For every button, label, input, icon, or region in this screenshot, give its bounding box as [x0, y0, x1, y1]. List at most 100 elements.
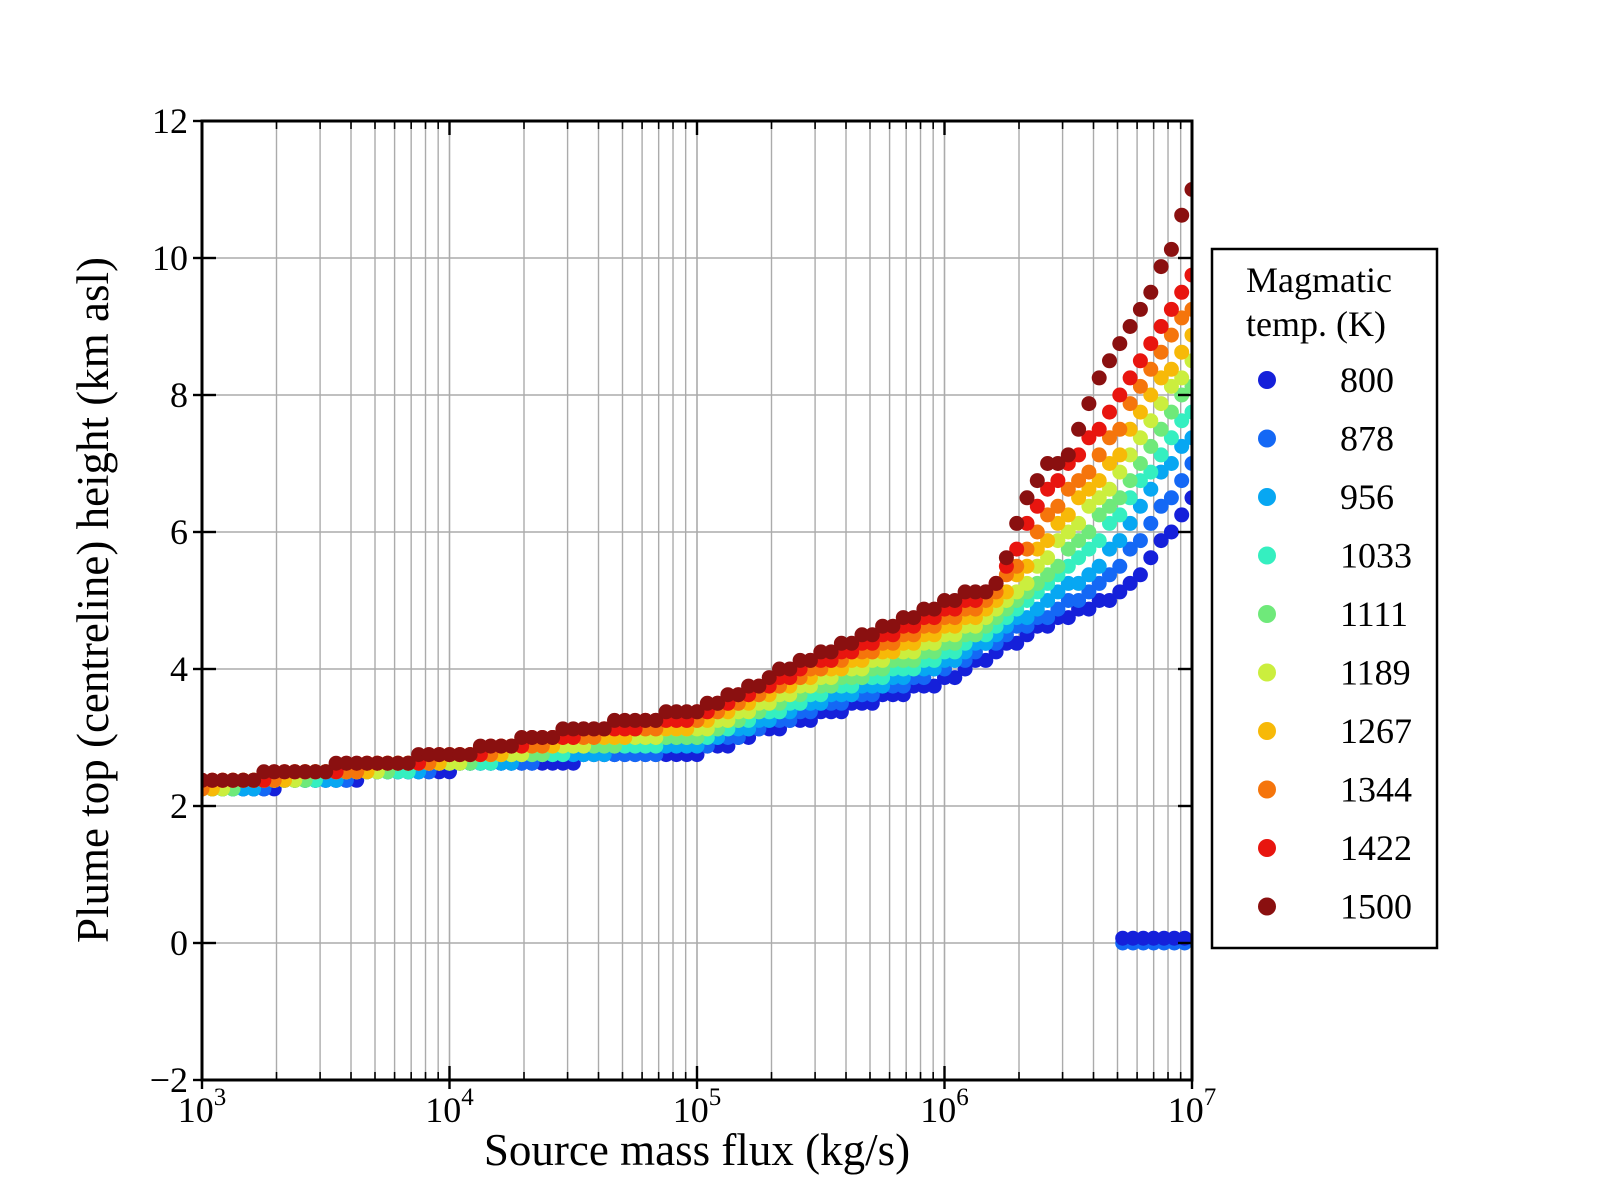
- data-point: [1163, 327, 1179, 343]
- data-points-layer: [202, 182, 1192, 951]
- data-point: [1060, 524, 1076, 540]
- data-point: [1029, 575, 1045, 591]
- data-point: [1019, 558, 1035, 574]
- data-point: [1153, 344, 1169, 360]
- y-tick-label: 10: [152, 238, 188, 278]
- data-point: [864, 627, 880, 643]
- data-point: [1019, 575, 1035, 591]
- data-point: [1102, 515, 1117, 531]
- data-point: [1081, 464, 1097, 480]
- x-tick-label: 106: [920, 1084, 969, 1130]
- data-point: [215, 772, 231, 788]
- data-point: [1132, 430, 1148, 446]
- legend-entry-878: 878: [1258, 419, 1394, 459]
- legend-entry-800: 800: [1258, 360, 1394, 400]
- data-point: [1122, 515, 1138, 531]
- data-point: [1184, 430, 1192, 446]
- y-tick-label: 4: [170, 649, 188, 689]
- data-point: [338, 755, 354, 771]
- data-point: [297, 764, 313, 780]
- data-point: [1009, 515, 1025, 531]
- data-point: [1102, 567, 1117, 583]
- legend-box: [1210, 247, 1439, 950]
- data-point: [1112, 421, 1128, 437]
- data-point: [885, 618, 901, 634]
- data-point: [1081, 430, 1097, 446]
- data-point: [256, 764, 272, 780]
- data-point: [1143, 550, 1159, 566]
- data-point: [534, 730, 550, 745]
- data-point: [751, 678, 767, 694]
- data-point: [1112, 336, 1128, 352]
- data-point: [400, 755, 416, 771]
- data-point: [1143, 336, 1159, 352]
- data-point: [1091, 421, 1107, 437]
- data-point: [1102, 481, 1117, 497]
- legend-entry-label: 878: [1340, 419, 1394, 459]
- data-point: [833, 635, 849, 651]
- data-point: [1132, 456, 1148, 471]
- x-tick-label: 104: [425, 1084, 474, 1130]
- data-point: [1112, 533, 1128, 549]
- data-point: [1050, 533, 1066, 549]
- legend-marker-1500: [1258, 897, 1276, 916]
- data-point: [1040, 481, 1056, 497]
- legend-marker-1422: [1258, 839, 1276, 857]
- data-point: [710, 695, 726, 711]
- data-point: [1153, 421, 1169, 437]
- data-point: [1122, 319, 1138, 334]
- data-point: [1102, 456, 1117, 471]
- collapsed-data-point: [1115, 930, 1131, 946]
- data-point: [1029, 558, 1045, 574]
- data-point: [1102, 498, 1117, 514]
- data-point: [369, 755, 385, 771]
- data-point: [1122, 490, 1138, 506]
- data-point: [1102, 430, 1117, 446]
- data-point: [277, 764, 292, 780]
- data-point: [442, 747, 457, 763]
- data-point: [1153, 396, 1169, 412]
- data-point: [906, 610, 922, 626]
- legend-marker-1111: [1258, 605, 1276, 623]
- x-tick-label: 105: [673, 1084, 722, 1130]
- data-point: [792, 652, 808, 668]
- collapsed-data-point: [1156, 930, 1172, 946]
- data-point: [1040, 456, 1056, 471]
- x-tick-label: 103: [178, 1084, 227, 1130]
- legend-title: temp. (K): [1246, 304, 1386, 344]
- data-point: [1071, 515, 1087, 531]
- y-axis-label: Plume top (centreline) height (km asl): [68, 257, 118, 943]
- legend-entry-1344: 1344: [1258, 770, 1412, 810]
- legend-marker-800: [1258, 371, 1276, 389]
- data-point: [1122, 396, 1138, 412]
- data-point: [1060, 610, 1076, 626]
- data-point: [1019, 541, 1035, 557]
- data-point: [1122, 473, 1138, 489]
- data-point: [998, 584, 1014, 600]
- data-point: [1132, 473, 1148, 489]
- data-point: [586, 721, 602, 737]
- data-point: [1132, 533, 1148, 549]
- data-point: [1040, 550, 1056, 566]
- data-point: [1132, 498, 1148, 514]
- data-point: [380, 755, 396, 771]
- data-point: [648, 712, 664, 728]
- collapsed-series-800: [1115, 930, 1192, 946]
- data-point: [782, 661, 798, 677]
- data-point: [555, 721, 571, 737]
- data-point: [1174, 344, 1190, 360]
- data-point: [1143, 464, 1159, 480]
- data-point: [1071, 447, 1087, 463]
- data-point: [1184, 182, 1192, 197]
- legend-marker-878: [1258, 429, 1276, 448]
- legend-entry-label: 1500: [1340, 887, 1412, 927]
- legend-entry-1189: 1189: [1258, 653, 1411, 693]
- data-point: [1184, 404, 1192, 420]
- data-point: [1132, 301, 1148, 317]
- data-point: [431, 747, 447, 763]
- data-point: [1112, 507, 1128, 523]
- data-point: [1112, 387, 1128, 403]
- data-point: [576, 721, 592, 737]
- legend-entry-label: 1422: [1340, 828, 1412, 868]
- data-point: [1163, 404, 1179, 420]
